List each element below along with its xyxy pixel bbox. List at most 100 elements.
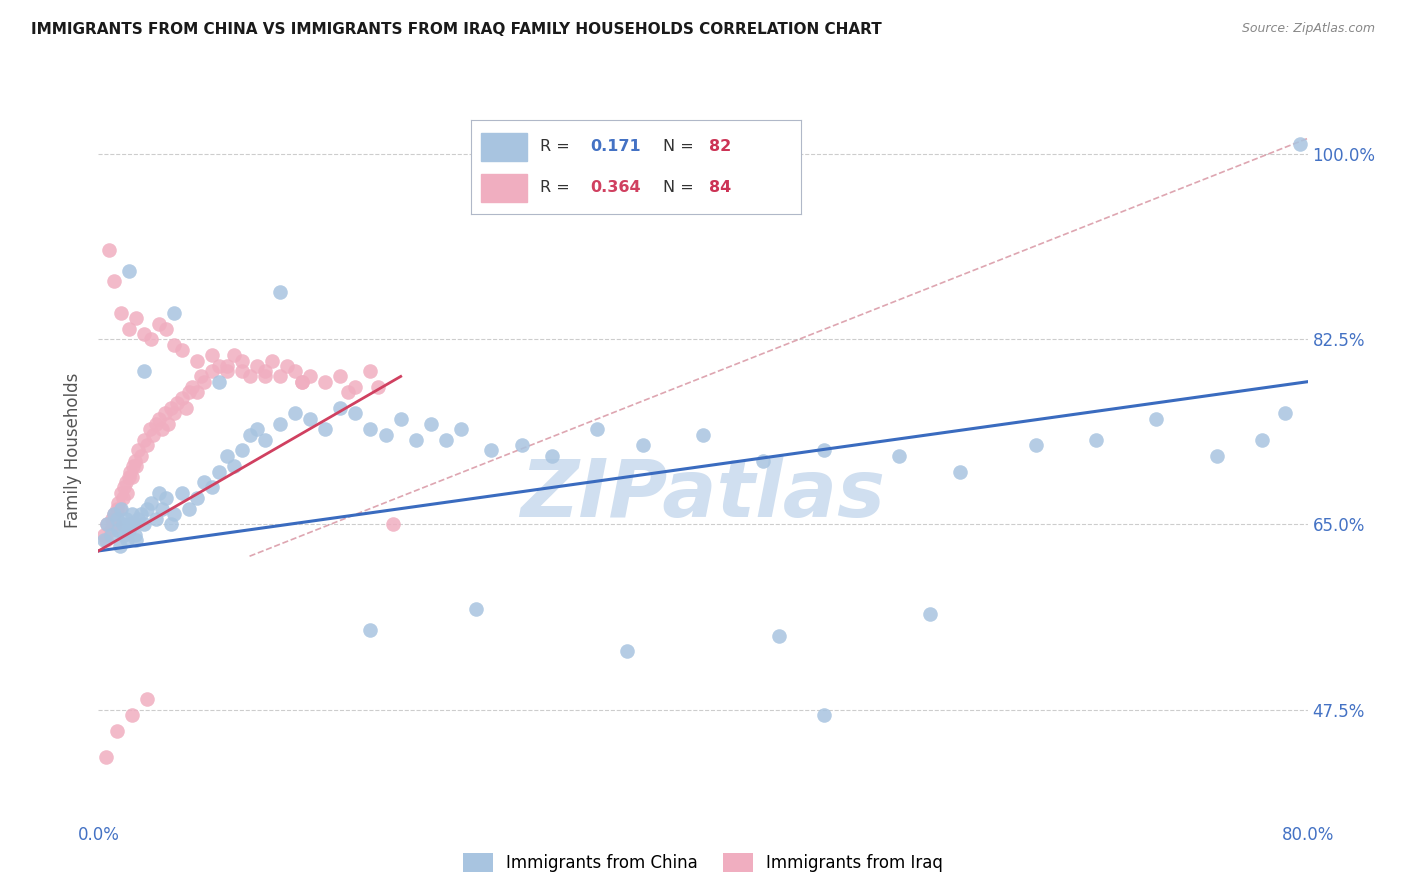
Point — [616, 644, 638, 658]
Point — [142, 427, 165, 442]
Point — [141, 333, 163, 347]
Point — [201, 348, 224, 362]
Point — [170, 391, 193, 405]
Point — [103, 507, 125, 521]
Point — [121, 507, 143, 521]
Point — [132, 433, 155, 447]
Point — [299, 411, 322, 425]
Text: IMMIGRANTS FROM CHINA VS IMMIGRANTS FROM IRAQ FAMILY HOUSEHOLDS CORRELATION CHAR: IMMIGRANTS FROM CHINA VS IMMIGRANTS FROM… — [31, 22, 882, 37]
Point — [139, 422, 162, 436]
Point — [94, 750, 117, 764]
Point — [186, 491, 208, 505]
Point — [1146, 411, 1168, 425]
Point — [239, 427, 262, 442]
Point — [253, 369, 276, 384]
Point — [110, 501, 132, 516]
Point — [193, 475, 215, 490]
Legend: Immigrants from China, Immigrants from Iraq: Immigrants from China, Immigrants from I… — [456, 847, 950, 879]
Point — [336, 385, 359, 400]
Point — [132, 364, 155, 378]
Point — [239, 369, 262, 384]
Text: ZIPatlas: ZIPatlas — [520, 456, 886, 534]
Point — [125, 311, 148, 326]
Point — [160, 401, 183, 416]
Point — [115, 485, 138, 500]
Text: R =: R = — [540, 139, 575, 154]
Text: 0.364: 0.364 — [591, 180, 641, 195]
Point — [215, 449, 238, 463]
Point — [104, 517, 127, 532]
Point — [125, 459, 148, 474]
Point — [170, 485, 193, 500]
Point — [269, 285, 291, 299]
Point — [450, 422, 472, 436]
Point — [105, 512, 128, 526]
Point — [186, 385, 208, 400]
Point — [163, 337, 186, 351]
Point — [141, 496, 163, 510]
Point — [231, 353, 253, 368]
Point — [94, 533, 117, 548]
Point — [344, 380, 367, 394]
Point — [93, 533, 115, 548]
Point — [389, 411, 412, 425]
Point — [108, 539, 131, 553]
Point — [132, 327, 155, 342]
Point — [114, 512, 136, 526]
Point — [127, 512, 149, 526]
Point — [148, 485, 170, 500]
Point — [540, 449, 562, 463]
Text: Source: ZipAtlas.com: Source: ZipAtlas.com — [1241, 22, 1375, 36]
Point — [127, 443, 149, 458]
Point — [112, 481, 135, 495]
Text: N =: N = — [662, 139, 699, 154]
Point — [105, 501, 128, 516]
Point — [889, 449, 911, 463]
Point — [692, 427, 714, 442]
Point — [382, 517, 405, 532]
Point — [752, 454, 775, 468]
Point — [129, 507, 152, 521]
Point — [918, 607, 941, 622]
Text: 82: 82 — [709, 139, 731, 154]
Point — [224, 348, 246, 362]
Point — [118, 322, 141, 336]
Text: 0.171: 0.171 — [591, 139, 641, 154]
Point — [434, 433, 457, 447]
Point — [190, 369, 212, 384]
Point — [284, 364, 307, 378]
Point — [179, 501, 201, 516]
Text: 84: 84 — [709, 180, 731, 195]
Point — [344, 407, 367, 421]
Point — [586, 422, 609, 436]
Point — [276, 359, 298, 373]
Point — [253, 433, 276, 447]
Point — [360, 624, 382, 638]
Y-axis label: Family Households: Family Households — [65, 373, 83, 528]
Point — [121, 470, 143, 484]
Point — [510, 438, 533, 452]
Point — [481, 443, 503, 458]
Point — [148, 317, 170, 331]
Point — [949, 465, 972, 479]
Point — [208, 465, 231, 479]
Point — [246, 359, 269, 373]
Point — [374, 427, 396, 442]
Point — [193, 375, 215, 389]
Point — [112, 528, 135, 542]
Point — [155, 322, 177, 336]
Point — [124, 454, 146, 468]
Point — [129, 449, 152, 463]
Point — [93, 528, 115, 542]
Point — [110, 306, 132, 320]
Point — [148, 411, 170, 425]
Point — [1024, 438, 1046, 452]
Point — [291, 375, 314, 389]
Text: R =: R = — [540, 180, 575, 195]
Point — [107, 496, 129, 510]
Point — [215, 359, 238, 373]
Point — [101, 512, 124, 526]
Point — [103, 507, 125, 521]
Point — [201, 364, 224, 378]
Point — [150, 501, 173, 516]
